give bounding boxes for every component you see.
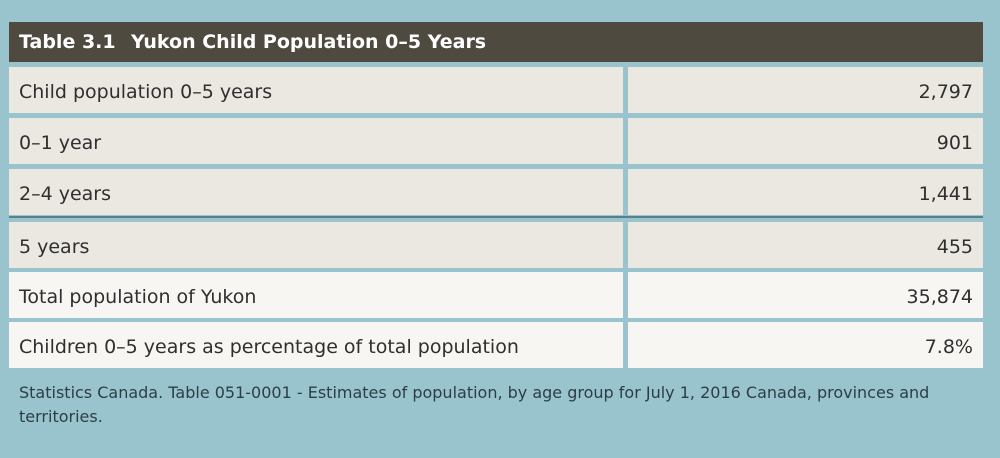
table-row: 2–4 years 1,441 xyxy=(9,169,983,215)
row-value: 455 xyxy=(628,222,983,268)
row-value: 901 xyxy=(628,118,983,164)
row-label: 5 years xyxy=(9,222,623,268)
row-value: 7.8% xyxy=(628,322,983,368)
table-title: Yukon Child Population 0–5 Years xyxy=(131,31,487,53)
row-label: 0–1 year xyxy=(9,118,623,164)
row-value: 2,797 xyxy=(628,67,983,113)
row-value: 1,441 xyxy=(628,169,983,215)
row-label: Total population of Yukon xyxy=(9,272,623,318)
row-value: 35,874 xyxy=(628,272,983,318)
row-label: Child population 0–5 years xyxy=(9,67,623,113)
table-source-note: Statistics Canada. Table 051-0001 - Esti… xyxy=(19,383,930,426)
table-title-bar: Table 3.1 Yukon Child Population 0–5 Year… xyxy=(9,22,983,62)
table-row: Child population 0–5 years 2,797 xyxy=(9,67,983,113)
row-label: Children 0–5 years as percentage of tota… xyxy=(9,322,623,368)
table-number: Table 3.1 xyxy=(19,31,116,53)
table-row: 5 years 455 xyxy=(9,222,983,268)
table-divider xyxy=(9,216,983,218)
table-row: 0–1 year 901 xyxy=(9,118,983,164)
row-label: 2–4 years xyxy=(9,169,623,215)
table-row: Total population of Yukon 35,874 xyxy=(9,272,983,318)
table-row: Children 0–5 years as percentage of tota… xyxy=(9,322,983,368)
